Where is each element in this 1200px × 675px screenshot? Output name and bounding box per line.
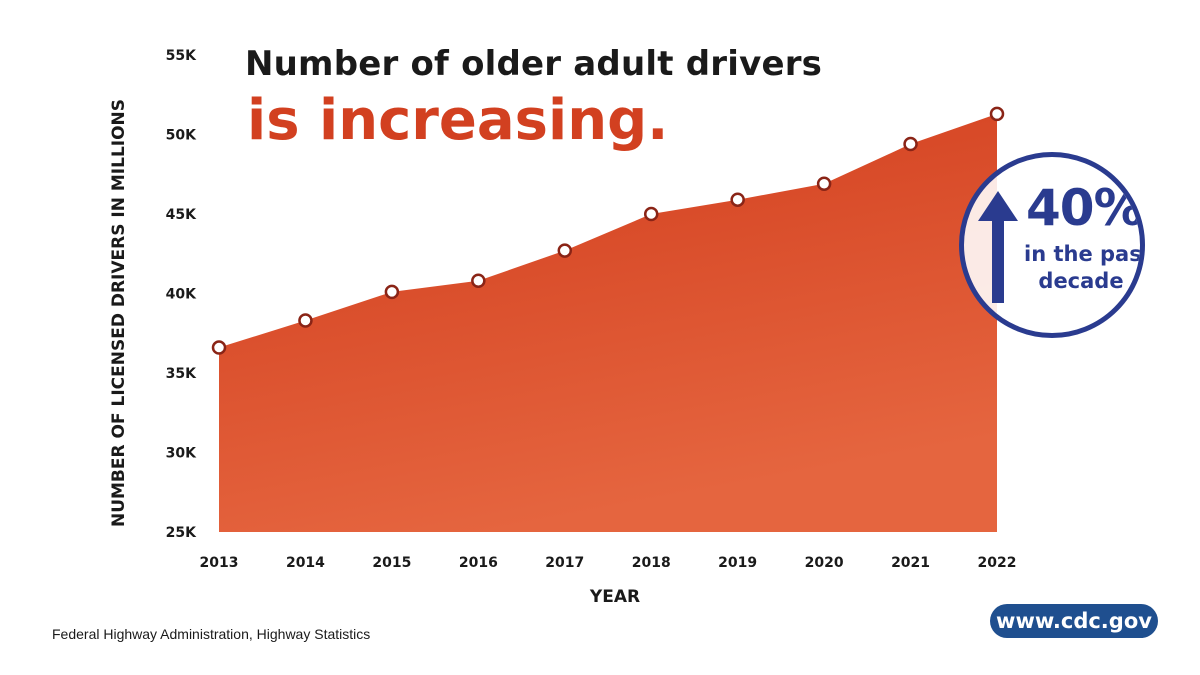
- increase-badge: 40% in the past decade: [959, 152, 1145, 338]
- x-axis: 2013 2014 2015 2016 2017 2018 2019 2020 2021 2022: [200, 555, 1017, 571]
- badge-caption-line-1: in the past: [1024, 242, 1145, 266]
- y-tick-label: 25K: [166, 525, 197, 541]
- x-tick-label: 2021: [891, 555, 930, 571]
- x-tick-label: 2020: [805, 555, 844, 571]
- website-badge[interactable]: www.cdc.gov: [990, 604, 1158, 638]
- x-tick-label: 2017: [545, 555, 584, 571]
- badge-caption-line-2: decade: [1038, 269, 1124, 293]
- data-point-marker: [643, 206, 659, 222]
- up-arrow-icon: [978, 191, 1018, 303]
- data-point-marker: [903, 136, 918, 152]
- data-point-marker: [989, 106, 1005, 122]
- plot-area: [211, 106, 1005, 532]
- y-axis: 25K 30K 35K 40K 45K 50K 55K: [166, 48, 197, 541]
- data-point-marker: [384, 284, 400, 300]
- y-tick-label: 40K: [166, 287, 197, 303]
- y-tick-label: 55K: [166, 48, 197, 64]
- source-note: Federal Highway Administration, Highway …: [52, 626, 371, 642]
- chart-title-line-1: Number of older adult drivers: [245, 44, 823, 84]
- x-tick-label: 2022: [978, 555, 1017, 571]
- data-point-marker: [298, 313, 313, 328]
- x-axis-title: YEAR: [589, 587, 640, 607]
- x-tick-label: 2013: [200, 555, 239, 571]
- data-point-marker: [730, 192, 745, 207]
- y-tick-label: 30K: [166, 446, 197, 462]
- x-tick-label: 2016: [459, 555, 498, 571]
- chart-title-line-2: is increasing.: [247, 88, 669, 153]
- y-tick-label: 35K: [166, 366, 197, 382]
- x-tick-label: 2019: [718, 555, 757, 571]
- data-point-marker: [816, 176, 832, 192]
- data-point-marker: [557, 243, 573, 258]
- badge-caption: in the past decade: [1024, 241, 1145, 295]
- x-tick-label: 2018: [632, 555, 671, 571]
- x-tick-label: 2015: [372, 555, 411, 571]
- area-series: [219, 113, 997, 532]
- y-tick-label: 45K: [166, 207, 197, 223]
- x-tick-label: 2014: [286, 555, 325, 571]
- data-point-marker: [211, 340, 227, 355]
- y-axis-title: NUMBER OF LICENSED DRIVERS IN MILLIONS: [109, 99, 129, 527]
- data-point-marker: [471, 273, 486, 289]
- badge-percent: 40%: [1026, 179, 1143, 237]
- y-tick-label: 50K: [166, 128, 197, 144]
